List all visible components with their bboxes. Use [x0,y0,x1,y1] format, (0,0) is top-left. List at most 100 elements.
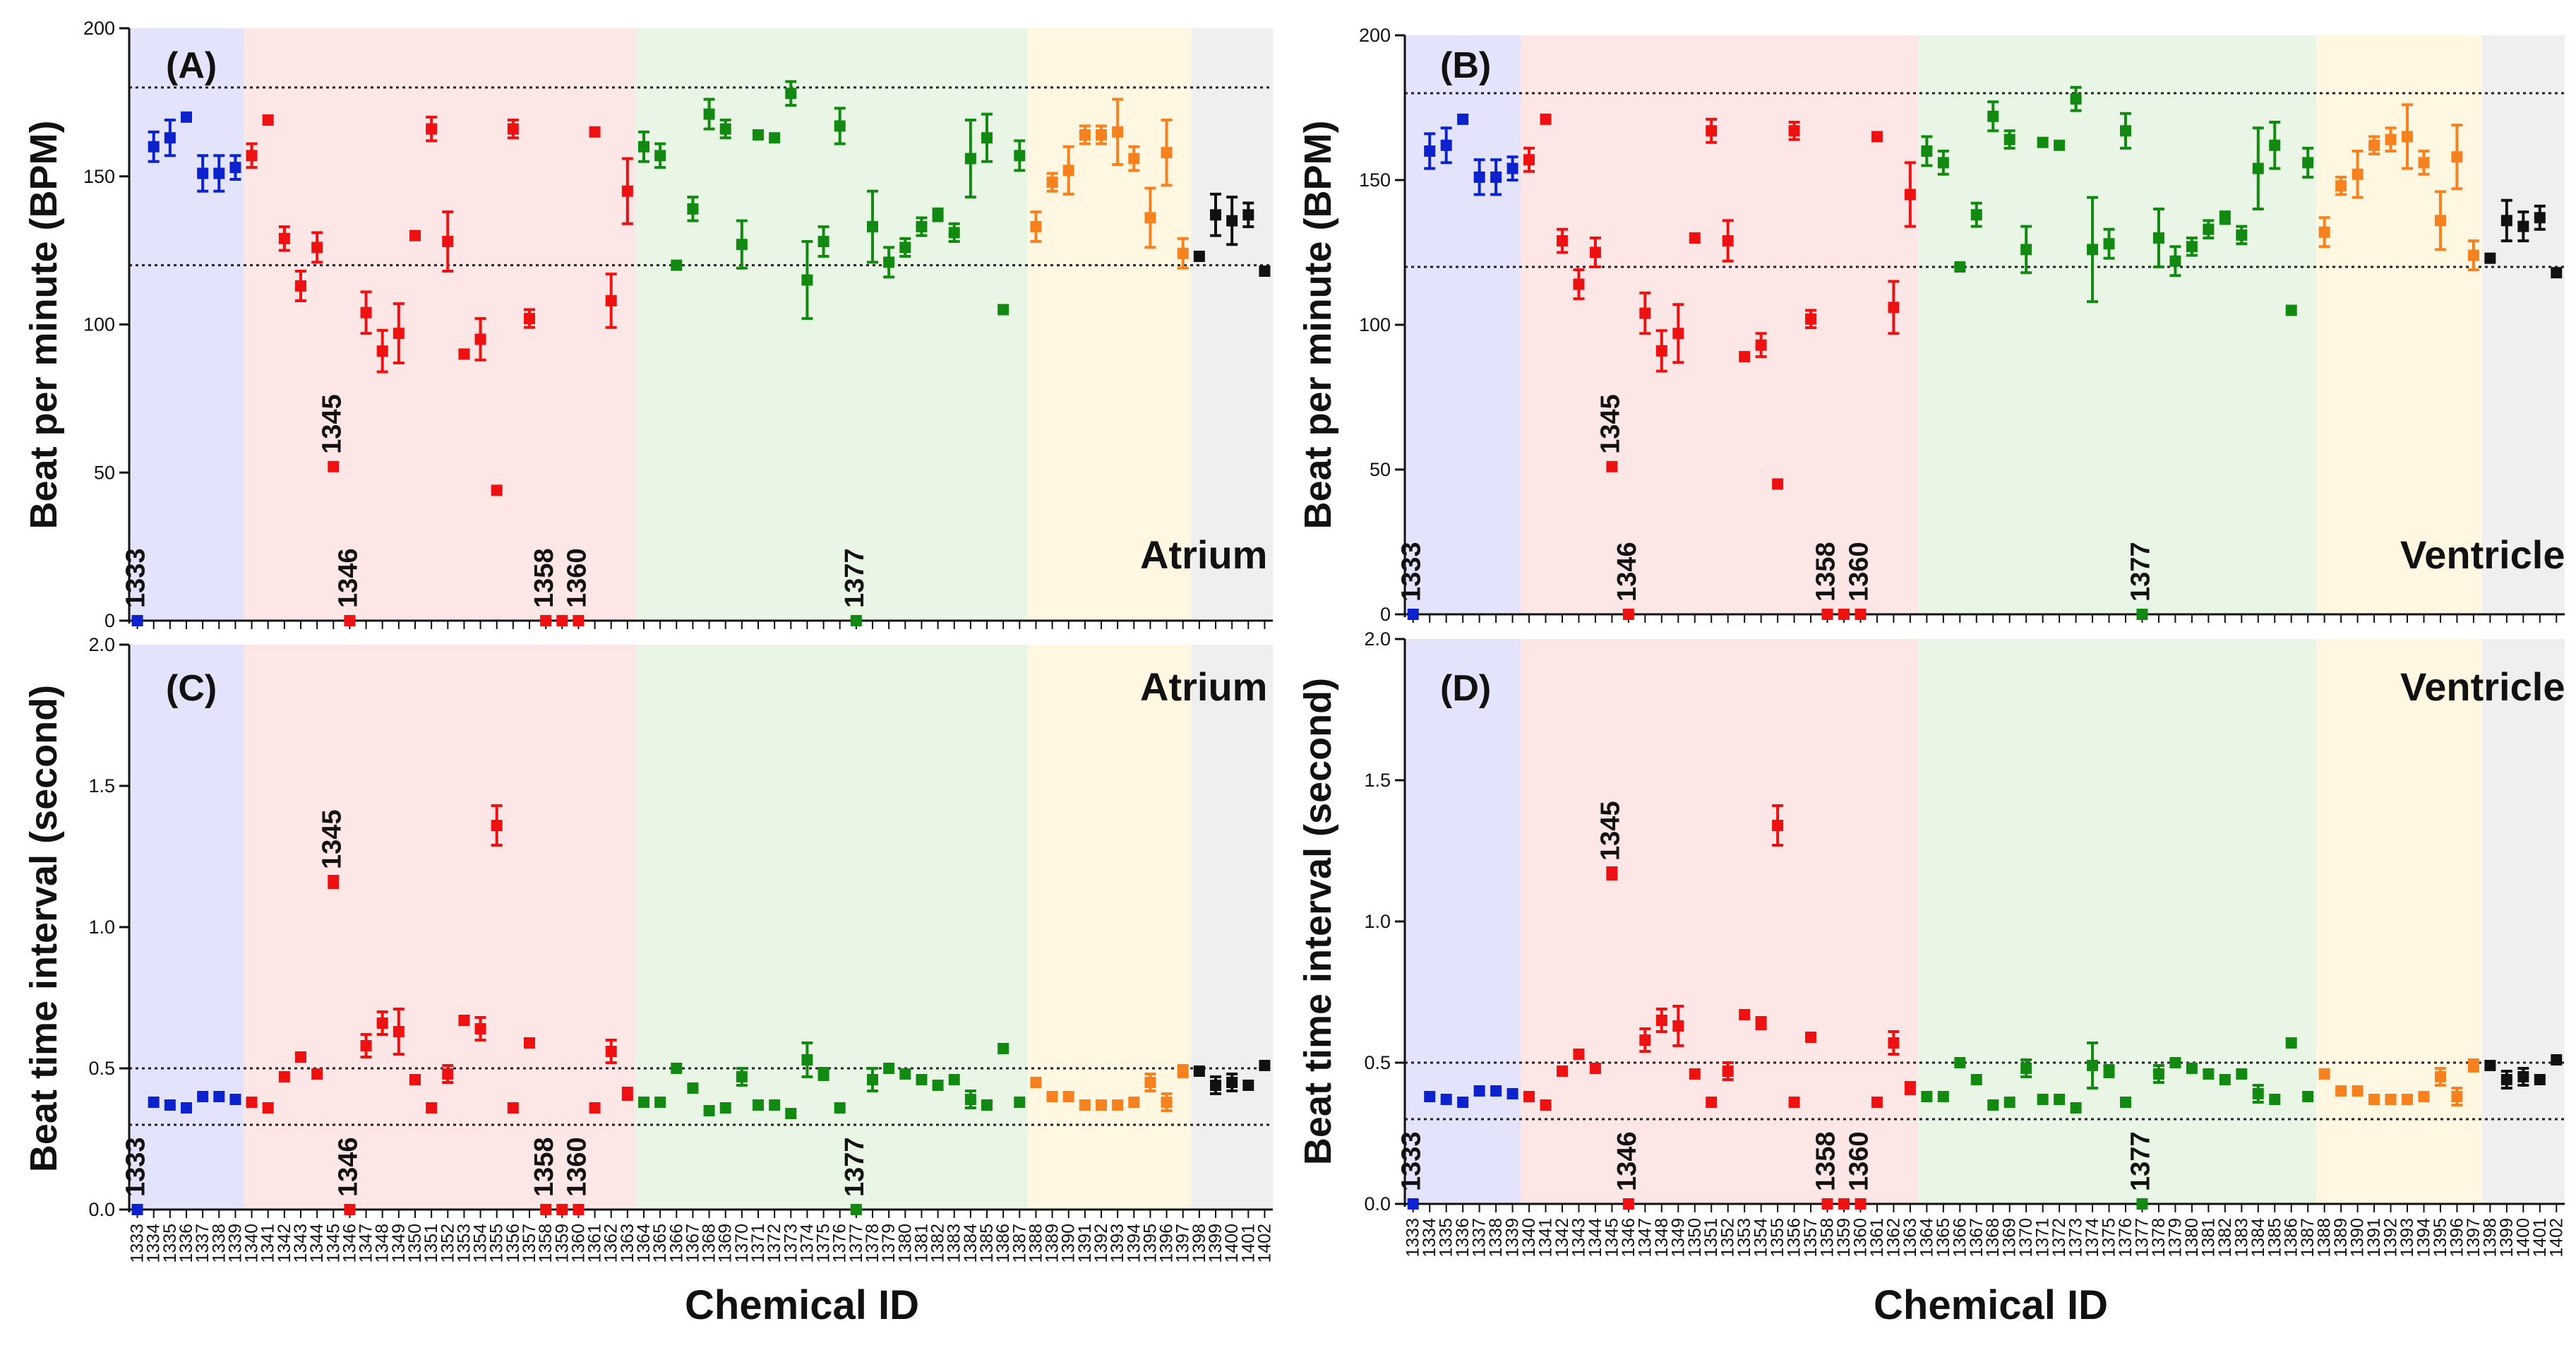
group-band-blue [129,645,244,1210]
data-point-1394 [2418,1091,2430,1102]
data-point-1353 [458,1015,470,1026]
data-point-1375 [2103,1066,2115,1077]
data-point-1398 [1193,1066,1205,1077]
data-point-1393 [1112,1099,1124,1111]
data-point-1389 [1046,177,1058,189]
data-point-1393 [2402,1094,2414,1105]
x-tick-label: 1358 [536,1224,556,1263]
x-tick-label: 1357 [520,1224,539,1263]
data-point-1396 [2451,1091,2463,1102]
x-tick-label: 1400 [2513,1218,2533,1258]
data-point-1385 [981,1099,993,1111]
group-band-black [1191,645,1273,1210]
data-point-1351 [426,123,438,135]
x-tick-label: 1370 [2016,1218,2036,1258]
x-tick-label: 1334 [144,1224,164,1263]
data-point-1366 [671,1063,683,1074]
data-point-1345 [1606,460,1618,472]
x-tick-label: 1385 [977,1224,997,1263]
data-point-1334 [1424,145,1436,157]
data-point-1376 [834,1102,846,1114]
point-label-1333: 1333 [121,548,151,608]
data-point-1374 [2087,244,2099,256]
y-axis-title: Beat time interval (second) [1297,678,1339,1165]
group-band-green [1918,639,2316,1204]
data-point-1349 [1672,328,1684,340]
data-point-1400 [2517,220,2529,232]
data-point-1334 [1424,1091,1436,1102]
point-label-1333: 1333 [121,1137,151,1197]
x-tick-label: 1384 [961,1224,981,1263]
data-point-1337 [1473,1085,1485,1097]
data-point-1365 [654,1097,666,1108]
data-point-1379 [2169,1057,2181,1068]
x-tick-label: 1368 [1983,1218,2003,1258]
data-point-1362 [605,1046,617,1057]
data-point-1356 [1788,125,1800,137]
x-tick-label: 1380 [2182,1218,2202,1258]
x-tick-label: 1386 [993,1224,1013,1263]
data-point-1378 [867,1074,878,1085]
x-tick-label: 1365 [650,1224,670,1263]
data-point-1355 [1772,820,1784,831]
data-point-1369 [719,123,731,135]
data-point-1364 [1921,145,1933,157]
point-label-1345: 1345 [317,394,347,454]
data-point-1390 [2352,1085,2364,1097]
data-point-1348 [376,345,388,357]
data-point-1343 [1573,1049,1585,1060]
data-point-1350 [1689,232,1701,244]
y-tick-label: 100 [83,314,115,335]
data-point-1341 [262,114,274,126]
data-point-1391 [1079,1099,1091,1111]
point-label-1346: 1346 [1612,542,1642,602]
data-point-1366 [1954,1057,1966,1068]
x-tick-label: 1392 [2381,1218,2401,1258]
x-tick-label: 1343 [1569,1218,1588,1258]
data-point-1364 [638,1097,649,1108]
data-point-1376 [2120,1097,2132,1108]
data-point-1363 [621,185,633,197]
data-point-1356 [507,123,519,135]
x-tick-label: 1347 [357,1224,376,1263]
data-point-1391 [1079,129,1091,141]
data-point-1398 [2484,1060,2496,1071]
panel-label: (D) [1440,668,1491,709]
data-point-1387 [2302,1091,2314,1102]
x-tick-label: 1391 [2364,1218,2384,1258]
data-point-1358 [1821,609,1833,620]
panel-label: (B) [1440,45,1491,86]
data-point-1358 [540,615,552,626]
data-point-1346 [344,1204,356,1215]
x-tick-label: 1383 [945,1224,964,1263]
x-tick-label: 1374 [797,1224,817,1263]
data-point-1368 [1987,1099,1999,1111]
data-point-1379 [883,1063,895,1074]
point-label-1360: 1360 [1844,542,1874,602]
data-point-1348 [376,1017,388,1029]
data-point-1384 [2252,162,2264,174]
x-tick-label: 1387 [2298,1218,2318,1258]
x-tick-label: 1394 [2414,1218,2433,1258]
data-point-1394 [1128,153,1140,165]
x-tick-label: 1345 [1602,1218,1622,1258]
data-point-1363 [1904,189,1916,201]
x-tick-label: 1386 [2282,1218,2301,1258]
data-point-1335 [1440,139,1452,151]
data-point-1355 [491,484,503,496]
data-point-1390 [1062,165,1074,177]
data-point-1371 [2037,1094,2049,1105]
data-point-1388 [1030,1077,1042,1088]
x-tick-label: 1394 [1124,1224,1144,1263]
chamber-label: Atrium [1140,664,1267,709]
data-point-1371 [753,1099,764,1111]
data-point-1375 [817,1068,829,1080]
point-label-1358: 1358 [1811,1131,1841,1191]
data-point-1388 [2318,226,2330,238]
data-point-1370 [736,239,748,251]
data-point-1386 [998,304,1010,316]
group-band-green [635,645,1028,1210]
x-tick-label: 1362 [601,1224,621,1263]
x-tick-label: 1361 [1867,1218,1887,1258]
